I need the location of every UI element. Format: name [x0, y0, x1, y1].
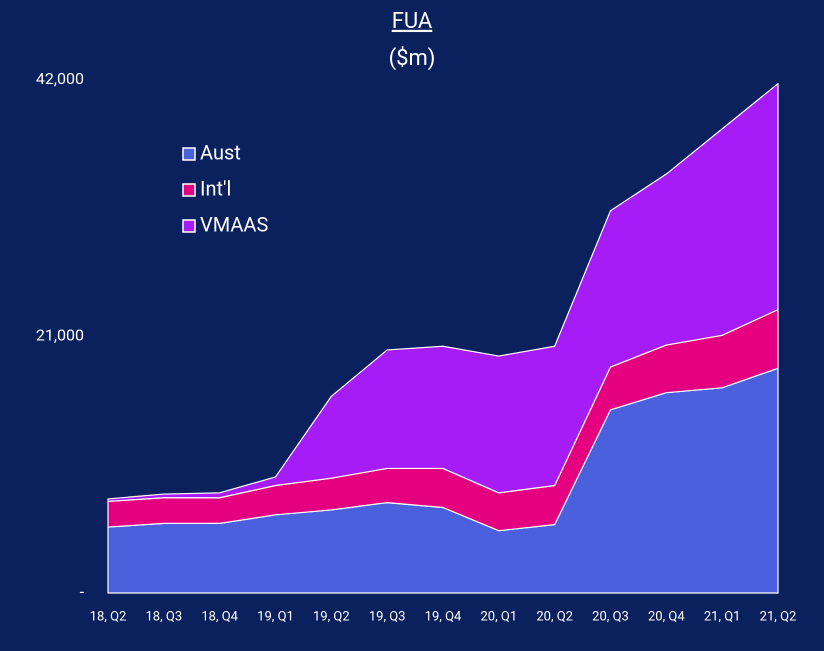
chart-subtitle: ($m)	[389, 46, 436, 71]
x-tick-label: 19, Q3	[369, 609, 406, 624]
area	[107, 83, 779, 502]
x-tick-label: 20, Q2	[536, 609, 573, 624]
legend-label: Int'l	[200, 176, 231, 200]
chart-title: FUA	[392, 9, 433, 34]
x-tick-label: 20, Q3	[592, 609, 629, 624]
x-tick-label: 19, Q2	[313, 609, 350, 624]
x-tick-label: 20, Q1	[481, 609, 518, 624]
x-tick-label: 21, Q2	[760, 609, 797, 624]
y-tick-label: 21,000	[36, 326, 84, 345]
legend-label: Aust	[200, 140, 241, 164]
x-tick-label: 18, Q3	[146, 609, 183, 624]
legend-swatch	[182, 147, 196, 161]
x-tick-label: 18, Q2	[90, 609, 127, 624]
x-tick-label: 19, Q4	[425, 609, 462, 624]
x-tick-label: 20, Q4	[648, 609, 685, 624]
y-tick-label: -	[80, 582, 85, 601]
legend-label: VMAAS	[200, 212, 268, 236]
x-tick-label: 18, Q4	[201, 609, 238, 624]
x-tick-label: 19, Q1	[257, 609, 294, 624]
y-tick-label: 42,000	[36, 69, 84, 88]
legend-swatch	[182, 219, 196, 233]
x-tick-label: 21, Q1	[704, 609, 741, 624]
legend-swatch	[182, 183, 196, 197]
